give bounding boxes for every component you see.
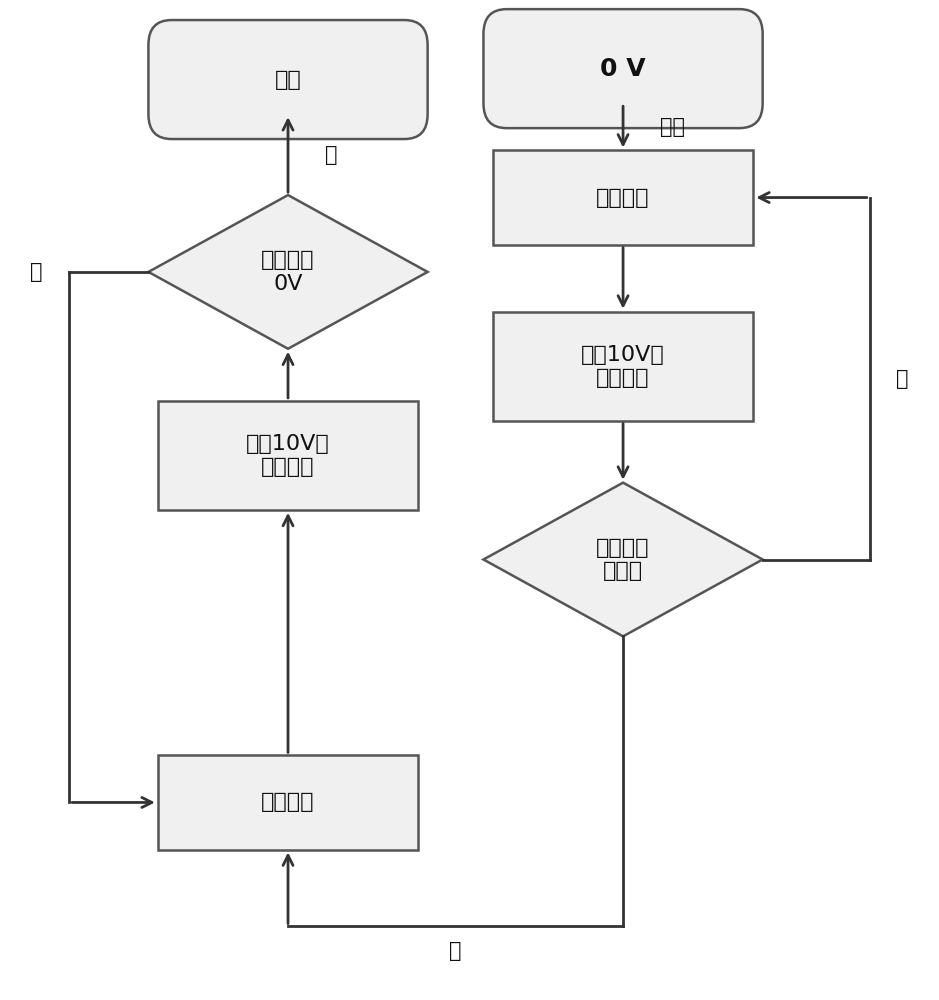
Text: 结束: 结束: [274, 70, 301, 90]
Bar: [493, 312, 753, 421]
Text: 是否降到
0V: 是否降到 0V: [261, 250, 315, 294]
FancyBboxPatch shape: [148, 20, 427, 139]
Polygon shape: [148, 195, 427, 349]
Bar: [158, 401, 418, 510]
Text: 匀速升压: 匀速升压: [596, 188, 650, 208]
FancyBboxPatch shape: [484, 9, 762, 128]
Text: 是否达到
预定值: 是否达到 预定值: [596, 538, 650, 581]
Bar: [158, 755, 418, 850]
Text: 是: 是: [449, 941, 462, 961]
Text: 每隆10V采
集电流值: 每隆10V采 集电流值: [246, 434, 330, 477]
Bar: [493, 150, 753, 245]
Text: 每隆10V采
集电流值: 每隆10V采 集电流值: [581, 345, 665, 388]
Text: 匀速降压: 匀速降压: [261, 792, 315, 812]
Text: 0 V: 0 V: [600, 57, 646, 81]
Text: 否: 否: [30, 262, 43, 282]
Text: 开始: 开始: [660, 117, 685, 137]
Text: 是: 是: [325, 145, 338, 165]
Polygon shape: [484, 483, 762, 636]
Text: 否: 否: [896, 369, 909, 389]
